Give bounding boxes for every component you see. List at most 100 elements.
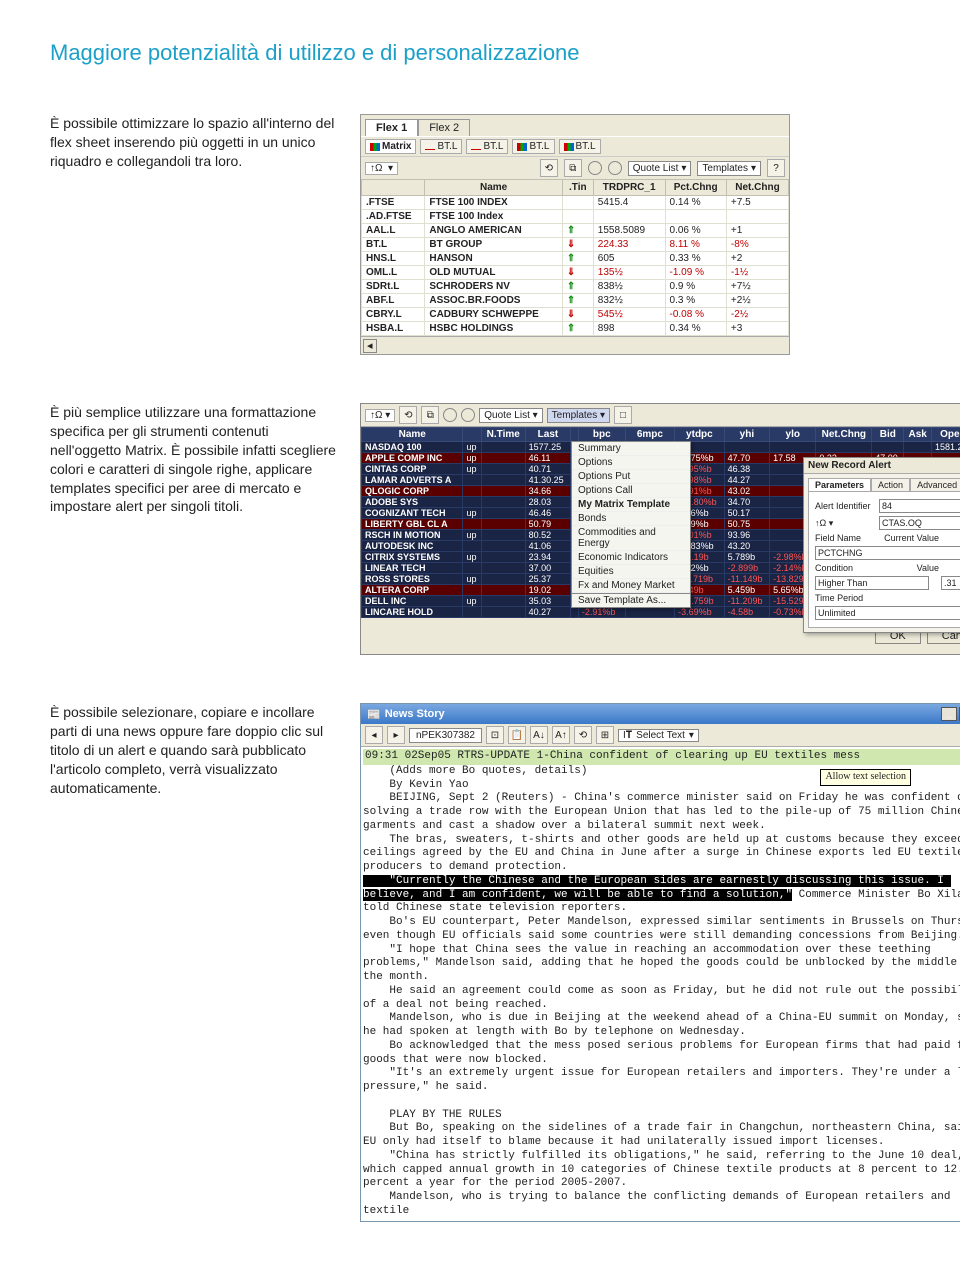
- column-header[interactable]: [571, 428, 579, 442]
- label: Alert Identifier: [815, 501, 875, 511]
- window-title: News Story: [385, 708, 445, 720]
- table-row[interactable]: .AD.FTSEFTSE 100 Index: [362, 210, 789, 224]
- dialog-title: New Record Alert: [804, 458, 960, 474]
- menu-item[interactable]: Save Template As...: [572, 593, 690, 607]
- tool-btn[interactable]: ?: [767, 159, 785, 177]
- menu-item[interactable]: Summary: [572, 442, 690, 456]
- zoom-icon[interactable]: [443, 408, 457, 422]
- menu-item[interactable]: Options Put: [572, 470, 690, 484]
- column-header[interactable]: Net.Chng: [726, 180, 788, 196]
- story-code[interactable]: nPEK307382: [409, 728, 482, 743]
- tool-btn[interactable]: ⟲: [540, 159, 558, 177]
- matrix-grid: Name.TinTRDPRC_1Pct.ChngNet.Chng .FTSEFT…: [361, 179, 789, 336]
- tool-btn[interactable]: ⟲: [399, 406, 417, 424]
- subtab-btl[interactable]: BT.L: [466, 139, 508, 154]
- news-body[interactable]: Allow text selection 09:31 02Sep05 RTRS-…: [361, 747, 960, 1221]
- subtab-btl[interactable]: BT.L: [559, 139, 601, 154]
- minimize-button[interactable]: _: [941, 707, 957, 721]
- table-row[interactable]: HSBA.LHSBC HOLDINGS⇑8980.34 %+3: [362, 322, 789, 336]
- column-header[interactable]: [463, 428, 481, 442]
- column-header[interactable]: Open: [931, 428, 960, 442]
- dlg-tab-advanced[interactable]: Advanced: [910, 478, 960, 491]
- column-header[interactable]: ytdpc: [675, 428, 724, 442]
- section2-text: È più semplice utilizzare una formattazi…: [50, 403, 340, 516]
- label: Condition: [815, 563, 875, 573]
- fwd-button[interactable]: ▸: [387, 726, 405, 744]
- tool-btn[interactable]: □: [614, 406, 632, 424]
- section1-text: È possibile ottimizzare lo spazio all'in…: [50, 114, 340, 171]
- zoom-icon[interactable]: [461, 408, 475, 422]
- column-header[interactable]: Ask: [904, 428, 932, 442]
- font-inc-button[interactable]: A↑: [552, 726, 570, 744]
- select-text-toggle[interactable]: I𝐓Select Text ▾: [618, 729, 699, 742]
- menu-item[interactable]: Bonds: [572, 512, 690, 526]
- column-header[interactable]: Name: [362, 428, 463, 442]
- table-row[interactable]: HNS.LHANSON⇑6050.33 %+2: [362, 252, 789, 266]
- column-header[interactable]: Net.Chng: [816, 428, 872, 442]
- ric-input[interactable]: CTAS.OQ: [879, 516, 960, 530]
- column-header[interactable]: .Tin: [562, 180, 593, 196]
- menu-item[interactable]: Options Call: [572, 484, 690, 498]
- column-header[interactable]: yhi: [724, 428, 770, 442]
- news-text-highlighted: "Currently the Chinese and the European …: [363, 875, 960, 916]
- field-name-input[interactable]: PCTCHNG: [815, 546, 960, 560]
- zoom-in-icon[interactable]: [588, 161, 602, 175]
- templates-dropdown[interactable]: Templates ▾: [697, 161, 761, 176]
- table-row[interactable]: BT.LBT GROUP⇓224.338.11 %-8%: [362, 238, 789, 252]
- subtab-btl[interactable]: BT.L: [420, 139, 462, 154]
- column-header[interactable]: 6mpc: [625, 428, 674, 442]
- table-row[interactable]: AAL.LANGLO AMERICAN⇑1558.50890.06 %+1: [362, 224, 789, 238]
- column-header[interactable]: Name: [425, 180, 563, 196]
- tool-btn[interactable]: ⧉: [564, 159, 582, 177]
- news-icon: 📰: [367, 708, 381, 721]
- quote-list-dropdown[interactable]: Quote List ▾: [479, 408, 542, 423]
- menu-item[interactable]: Commodities and Energy: [572, 526, 690, 551]
- column-header[interactable]: Bid: [872, 428, 904, 442]
- scroll-left-icon[interactable]: ◂: [363, 339, 377, 353]
- menu-item[interactable]: Equities: [572, 565, 690, 579]
- font-dec-button[interactable]: A↓: [530, 726, 548, 744]
- column-header[interactable]: TRDPRC_1: [593, 180, 665, 196]
- column-header[interactable]: bpc: [578, 428, 625, 442]
- tool-btn[interactable]: ⟲: [574, 726, 592, 744]
- subtab-matrix[interactable]: Matrix: [365, 139, 416, 154]
- table-row[interactable]: OML.LOLD MUTUAL⇓135½-1.09 %-1½: [362, 266, 789, 280]
- menu-item[interactable]: My Matrix Template: [572, 498, 690, 512]
- tab-flex1[interactable]: Flex 1: [365, 119, 418, 136]
- period-select[interactable]: Unlimited: [815, 606, 960, 620]
- filter-box[interactable]: ↑Ω ▾: [365, 409, 395, 422]
- tool-btn[interactable]: 📋: [508, 726, 526, 744]
- menu-item[interactable]: Economic Indicators: [572, 551, 690, 565]
- table-row[interactable]: ABF.LASSOC.BR.FOODS⇑832½0.3 %+2½: [362, 294, 789, 308]
- value-input[interactable]: .31: [941, 576, 960, 590]
- news-text: Bo's EU counterpart, Peter Mandelson, ex…: [363, 916, 960, 1219]
- dlg-tab-parameters[interactable]: Parameters: [808, 478, 871, 491]
- menu-item[interactable]: Fx and Money Market: [572, 579, 690, 593]
- alert-dialog: New Record Alert Parameters Action Advan…: [803, 457, 960, 633]
- table-row[interactable]: .FTSEFTSE 100 INDEX5415.40.14 %+7.5: [362, 196, 789, 210]
- dlg-tab-action[interactable]: Action: [871, 478, 910, 491]
- tooltip: Allow text selection: [820, 769, 911, 786]
- column-header[interactable]: [362, 180, 425, 196]
- alert-id-input[interactable]: 84: [879, 499, 960, 513]
- filter-box[interactable]: ↑Ω ▾: [365, 162, 398, 175]
- subtab-btl[interactable]: BT.L: [512, 139, 554, 154]
- tab-flex2[interactable]: Flex 2: [418, 119, 470, 136]
- section3-text: È possibile selezionare, copiare e incol…: [50, 703, 340, 797]
- quote-list-dropdown[interactable]: Quote List ▾: [628, 161, 692, 176]
- templates-menu: SummaryOptionsOptions PutOptions CallMy …: [571, 441, 691, 608]
- menu-item[interactable]: Options: [572, 456, 690, 470]
- condition-select[interactable]: Higher Than: [815, 576, 929, 590]
- column-header[interactable]: N.Time: [481, 428, 525, 442]
- table-row[interactable]: CBRY.LCADBURY SCHWEPPE⇓545½-0.08 %-2½: [362, 308, 789, 322]
- column-header[interactable]: Last: [525, 428, 571, 442]
- tool-btn[interactable]: ⊞: [596, 726, 614, 744]
- tool-btn[interactable]: ⊡: [486, 726, 504, 744]
- back-button[interactable]: ◂: [365, 726, 383, 744]
- tool-btn[interactable]: ⧉: [421, 406, 439, 424]
- templates-dropdown[interactable]: Templates ▾: [547, 408, 610, 423]
- column-header[interactable]: Pct.Chng: [665, 180, 726, 196]
- table-row[interactable]: SDRt.LSCHRODERS NV⇑838½0.9 %+7½: [362, 280, 789, 294]
- zoom-out-icon[interactable]: [608, 161, 622, 175]
- column-header[interactable]: ylo: [770, 428, 816, 442]
